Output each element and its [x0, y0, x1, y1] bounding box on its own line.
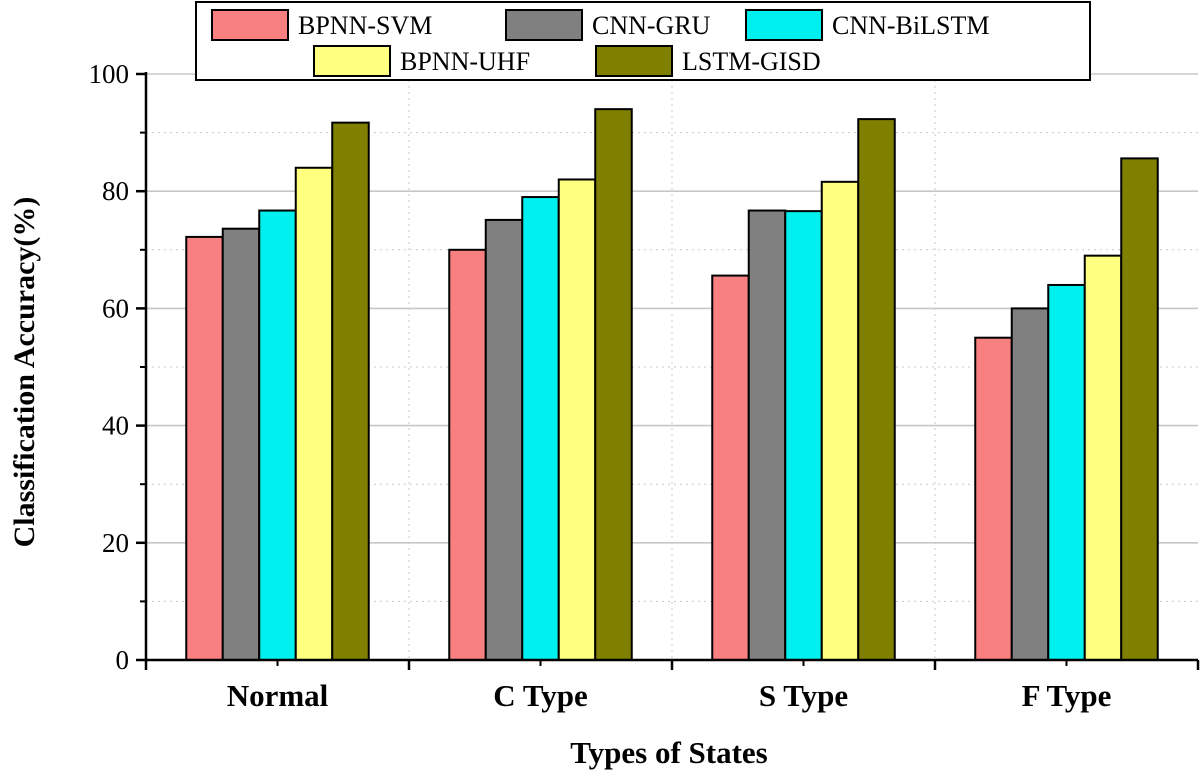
y-tick-label: 0 [116, 645, 130, 675]
bar-lstm-gisd-normal [331, 121, 370, 661]
bar-lstm-gisd-f-type [1120, 157, 1159, 661]
bar-cnn-gru-f-type [1010, 307, 1050, 661]
bar-cnn-gru-normal [221, 227, 261, 661]
legend-swatch [595, 45, 673, 77]
legend: BPNN-SVM CNN-GRU CNN-BiLSTM BPNN-UHF LSTM-GI… [195, 1, 1091, 81]
bar-lstm-gisd-c-type [594, 108, 633, 662]
legend-label: CNN-BiLSTM [832, 11, 989, 40]
legend-swatch [505, 9, 583, 41]
legend-swatch [211, 9, 289, 41]
bar-bpnn-svm-s-type [711, 274, 750, 661]
axes-layer: 0 20 40 60 80 100 Normal C Type S Type F Type [89, 59, 1200, 713]
y-tick-label: 80 [102, 176, 129, 206]
bar-cnn-bilstm-f-type [1047, 283, 1086, 661]
bar-bpnn-uhf-normal [294, 166, 334, 661]
bar-bpnn-svm-normal [185, 235, 224, 662]
x-axis-title: Types of States [570, 735, 767, 770]
bar-cnn-bilstm-normal [258, 209, 297, 661]
bar-bpnn-uhf-s-type [820, 180, 860, 661]
x-tick-label: C Type [493, 678, 587, 713]
legend-swatch [313, 45, 391, 77]
legend-label: LSTM-GISD [682, 47, 821, 76]
bar-cnn-bilstm-s-type [784, 210, 823, 661]
y-tick-label: 60 [102, 293, 129, 323]
bar-cnn-gru-c-type [484, 218, 524, 661]
legend-swatch [745, 9, 823, 41]
legend-label: BPNN-UHF [400, 47, 530, 76]
bar-cnn-gru-s-type [747, 209, 787, 661]
bar-bpnn-uhf-c-type [557, 178, 597, 661]
bar-bpnn-svm-f-type [974, 336, 1013, 661]
bar-bpnn-svm-c-type [448, 248, 487, 662]
x-tick-label: S Type [759, 678, 848, 713]
y-tick-label: 20 [102, 528, 129, 558]
bar-lstm-gisd-s-type [857, 118, 896, 661]
bars-layer [185, 108, 1159, 662]
legend-label: BPNN-SVM [298, 11, 432, 40]
x-tick-label: Normal [227, 678, 329, 713]
legend-label: CNN-GRU [592, 11, 711, 40]
x-tick-label: F Type [1022, 678, 1112, 713]
bar-cnn-bilstm-c-type [521, 196, 560, 661]
y-tick-label: 100 [89, 59, 130, 89]
y-axis-title: Classification Accuracy(%) [8, 197, 41, 548]
bar-bpnn-uhf-f-type [1083, 254, 1123, 661]
y-tick-label: 40 [102, 411, 129, 441]
